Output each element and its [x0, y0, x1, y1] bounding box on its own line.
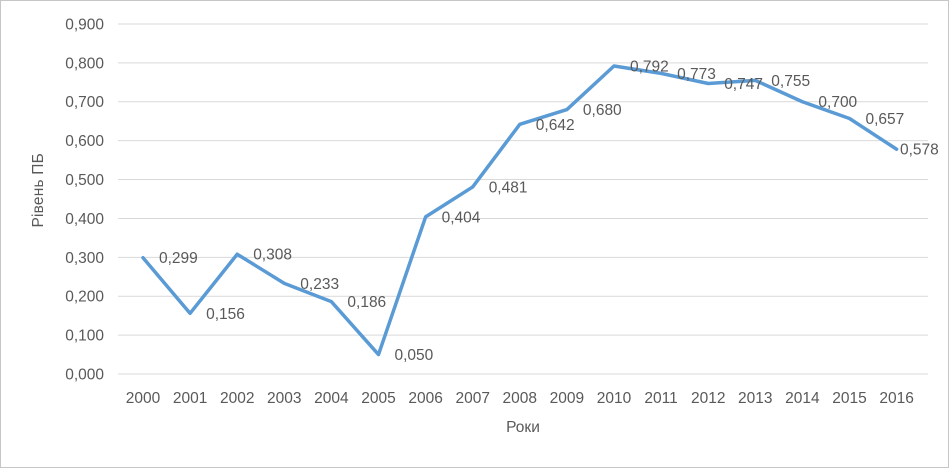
- x-tick-label: 2013: [738, 390, 772, 407]
- x-axis-title: Роки: [506, 419, 540, 436]
- y-tick-label: 0,200: [65, 289, 104, 306]
- x-tick-label: 2012: [691, 390, 725, 407]
- x-tick-label: 2002: [220, 390, 254, 407]
- data-label: 0,050: [395, 347, 434, 364]
- data-label: 0,233: [300, 276, 339, 293]
- x-tick-label: 2007: [455, 390, 489, 407]
- x-tick-label: 2003: [267, 390, 301, 407]
- y-tick-label: 0,100: [65, 328, 104, 345]
- data-label: 0,657: [866, 111, 905, 128]
- data-label: 0,578: [900, 142, 939, 159]
- data-label: 0,755: [771, 73, 810, 90]
- x-tick-label: 2009: [550, 390, 584, 407]
- x-tick-label: 2014: [785, 390, 820, 407]
- data-label: 0,792: [630, 58, 669, 75]
- series-line: [141, 64, 899, 357]
- data-label: 0,700: [818, 94, 857, 111]
- x-tick-label: 2006: [408, 390, 442, 407]
- data-label: 0,156: [206, 306, 245, 323]
- y-tick-label: 0,600: [65, 133, 104, 150]
- data-label: 0,642: [536, 117, 575, 134]
- y-tick-label: 0,900: [65, 16, 104, 33]
- data-label: 0,299: [159, 250, 198, 267]
- y-tick-label: 0,000: [65, 366, 104, 383]
- y-tick-label: 0,400: [65, 211, 104, 228]
- x-tick-label: 2011: [644, 390, 677, 407]
- y-tick-label: 0,300: [65, 250, 104, 267]
- y-tick-label: 0,800: [65, 55, 104, 72]
- data-label: 0,680: [583, 102, 622, 119]
- x-tick-label: 2008: [503, 390, 537, 407]
- x-tick-label: 2016: [879, 390, 913, 407]
- data-label: 0,404: [442, 209, 481, 226]
- data-label: 0,747: [724, 76, 763, 93]
- x-tick-label: 2005: [361, 390, 395, 407]
- data-label: 0,773: [677, 66, 716, 83]
- data-label: 0,308: [253, 247, 292, 264]
- x-tick-label: 2000: [126, 390, 161, 407]
- y-tick-label: 0,500: [65, 172, 104, 189]
- data-label: 0,481: [489, 179, 528, 196]
- x-tick-label: 2001: [173, 390, 207, 407]
- x-tick-label: 2010: [597, 390, 632, 407]
- y-tick-label: 0,700: [65, 94, 104, 111]
- data-label: 0,186: [347, 294, 386, 311]
- x-tick-label: 2015: [832, 390, 866, 407]
- x-tick-label: 2004: [314, 390, 349, 407]
